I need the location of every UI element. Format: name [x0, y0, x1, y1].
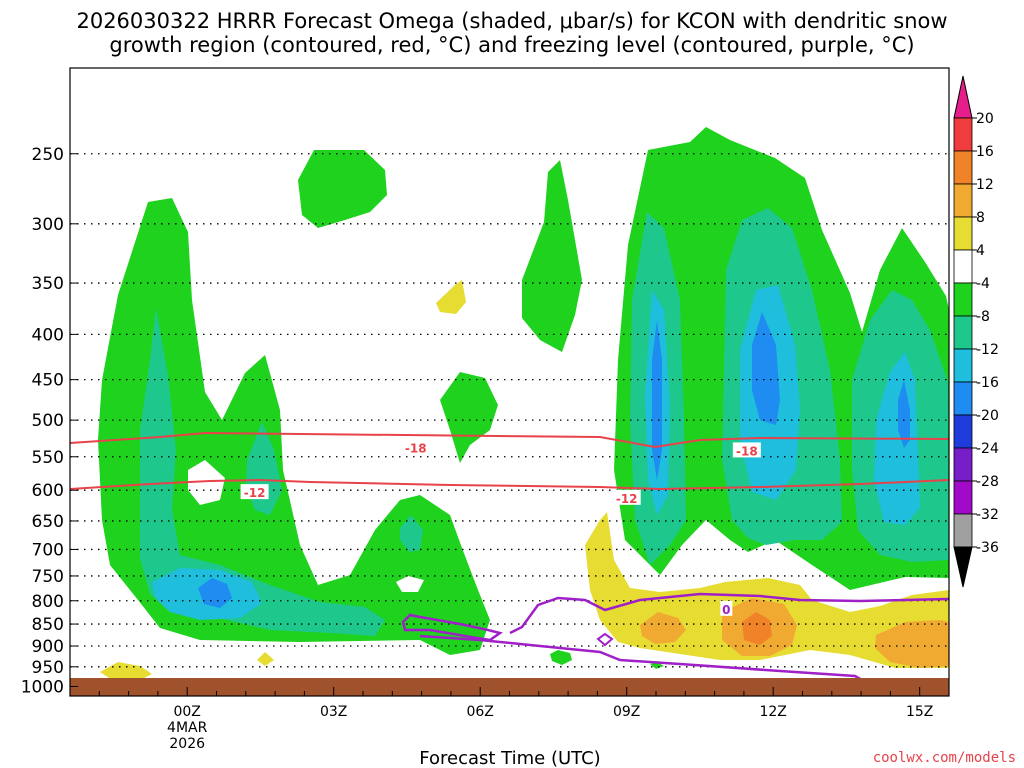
colorbar-tick-label: 4 — [976, 243, 985, 259]
freezing-level-contour-0 — [509, 592, 949, 635]
omega-shading — [98, 127, 949, 680]
y-tick-label: 700 — [32, 540, 64, 560]
omega-region-gold — [640, 612, 686, 644]
colorbar-tick-label: -4 — [976, 276, 990, 292]
ground-surface — [70, 678, 949, 696]
colorbar-tick-label: -8 — [976, 309, 990, 325]
x-tick-label: 09Z — [613, 704, 640, 720]
colorbar-tick-label: 20 — [976, 111, 994, 127]
x-tick-date: 4MAR — [167, 720, 208, 736]
y-tick-label: 950 — [32, 658, 64, 678]
y-tick-label: 750 — [32, 567, 64, 587]
omega-region-yellow — [257, 652, 274, 666]
colorbar-band — [953, 249, 973, 284]
chart-title-line2: growth region (contoured, red, °C) and f… — [109, 33, 914, 57]
omega-region-gold — [875, 620, 949, 668]
colorbar-tick-label: -20 — [976, 408, 999, 424]
y-axis: 2503003504004505005506006507007508008509… — [21, 145, 78, 698]
contour-label: -18 — [736, 444, 758, 458]
y-tick-label: 800 — [32, 592, 64, 612]
colorbar-band — [953, 315, 973, 350]
y-tick-label: 1000 — [21, 678, 64, 698]
y-tick-label: 350 — [32, 274, 64, 294]
x-tick-label: 00Z — [173, 704, 200, 720]
y-tick-label: 550 — [32, 448, 64, 468]
contour-label-bg — [720, 600, 733, 616]
y-tick-label: 250 — [32, 145, 64, 165]
omega-region-green — [522, 160, 582, 352]
x-tick-label: 12Z — [759, 704, 786, 720]
omega-region-teal — [400, 515, 423, 552]
contour-label: 0 — [722, 603, 730, 617]
contour-label: -18 — [405, 442, 427, 456]
y-tick-label: 900 — [32, 637, 64, 657]
colorbar-tick-label: -16 — [976, 375, 999, 391]
contour-label-bg — [732, 442, 761, 458]
y-tick-label: 600 — [32, 481, 64, 501]
colorbar-tick-label: -32 — [976, 507, 999, 523]
chart-title-line1: 2026030322 HRRR Forecast Omega (shaded, … — [76, 9, 947, 33]
colorbar-band — [953, 447, 973, 482]
omega-region-green — [298, 150, 387, 228]
omega-region-blue — [652, 320, 662, 480]
colorbar-band — [953, 282, 973, 317]
colorbar-band — [953, 381, 973, 416]
colorbar: 20 16 12 8 4 -4 -8 -12 -16 -20 -24 -28 -32 -36 — [953, 75, 999, 588]
colorbar-band — [953, 117, 973, 152]
contour-label-bg — [240, 484, 269, 500]
x-tick-label: 15Z — [906, 704, 933, 720]
y-tick-label: 400 — [32, 325, 64, 345]
omega-region-blue — [752, 312, 780, 425]
colorbar-tick-label: -28 — [976, 474, 999, 490]
y-tick-label: 500 — [32, 411, 64, 431]
contour-label: -12 — [244, 486, 266, 500]
credit-text[interactable]: coolwx.com/models — [873, 750, 1016, 766]
freezing-level-contour-lower — [419, 634, 863, 682]
y-tick-label: 850 — [32, 615, 64, 635]
y-tick-label: 300 — [32, 215, 64, 235]
x-tick-label: 03Z — [320, 704, 347, 720]
colorbar-band — [953, 513, 973, 548]
freezing-level-contour-diamond — [596, 632, 614, 647]
colorbar-band — [953, 216, 973, 251]
colorbar-band — [953, 150, 973, 185]
contour-lines — [70, 431, 949, 682]
colorbar-band — [953, 414, 973, 449]
omega-region-green — [650, 662, 664, 669]
omega-region-green — [440, 372, 498, 463]
colorbar-band — [953, 480, 973, 515]
colorbar-tick-label: -12 — [976, 342, 999, 358]
omega-region-blue — [898, 380, 910, 448]
y-tick-label: 450 — [32, 371, 64, 391]
contour-label-group: -18 -18 -12 -12 0 — [240, 439, 761, 617]
colorbar-tick-label: -36 — [976, 540, 999, 556]
omega-region-green — [98, 198, 490, 655]
colorbar-tick-label: 16 — [976, 144, 994, 160]
plot-area: -18 -18 -12 -12 0 — [70, 68, 949, 696]
omega-region-green — [550, 650, 572, 665]
y-tick-label: 650 — [32, 512, 64, 532]
x-tick-year: 2026 — [169, 736, 205, 752]
colorbar-band — [953, 348, 973, 383]
dendritic-contour-minus12 — [70, 478, 949, 491]
colorbar-tick-label: -24 — [976, 441, 999, 457]
omega-region-orange — [742, 612, 772, 645]
colorbar-tick-label: 8 — [976, 210, 985, 226]
dendritic-contour-minus18 — [70, 431, 949, 449]
x-tick-label: 06Z — [466, 704, 493, 720]
contour-label-bg — [612, 489, 641, 505]
colorbar-tick-label: 12 — [976, 177, 994, 193]
contour-label-bg — [401, 439, 430, 455]
omega-region-yellow — [436, 280, 466, 314]
colorbar-over-triangle — [953, 75, 973, 119]
contour-label: -12 — [616, 492, 638, 506]
colorbar-band — [953, 183, 973, 218]
omega-region-blue — [198, 578, 232, 608]
x-axis-label: Forecast Time (UTC) — [419, 748, 600, 768]
colorbar-under-triangle — [953, 546, 973, 588]
